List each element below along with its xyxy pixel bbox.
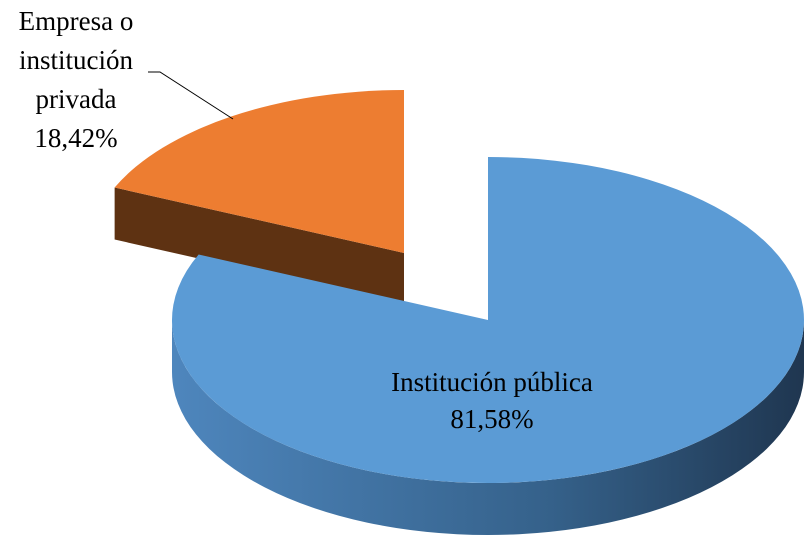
pie-slice xyxy=(172,157,804,535)
value-label: 81,58% xyxy=(450,404,533,434)
label-line: privada xyxy=(36,84,117,114)
slice-top xyxy=(114,90,404,253)
value-label: 18,42% xyxy=(34,123,117,153)
slice-wall xyxy=(172,320,804,535)
category-label: Institución pública xyxy=(391,367,593,397)
label-line: institución xyxy=(19,45,133,75)
slice-top xyxy=(172,157,804,483)
category-label: Empresa o institución privada xyxy=(19,6,134,114)
leader-line xyxy=(148,71,234,120)
label-line: Empresa o xyxy=(19,6,134,36)
slice-face xyxy=(114,187,404,305)
pie-slice xyxy=(114,90,404,305)
